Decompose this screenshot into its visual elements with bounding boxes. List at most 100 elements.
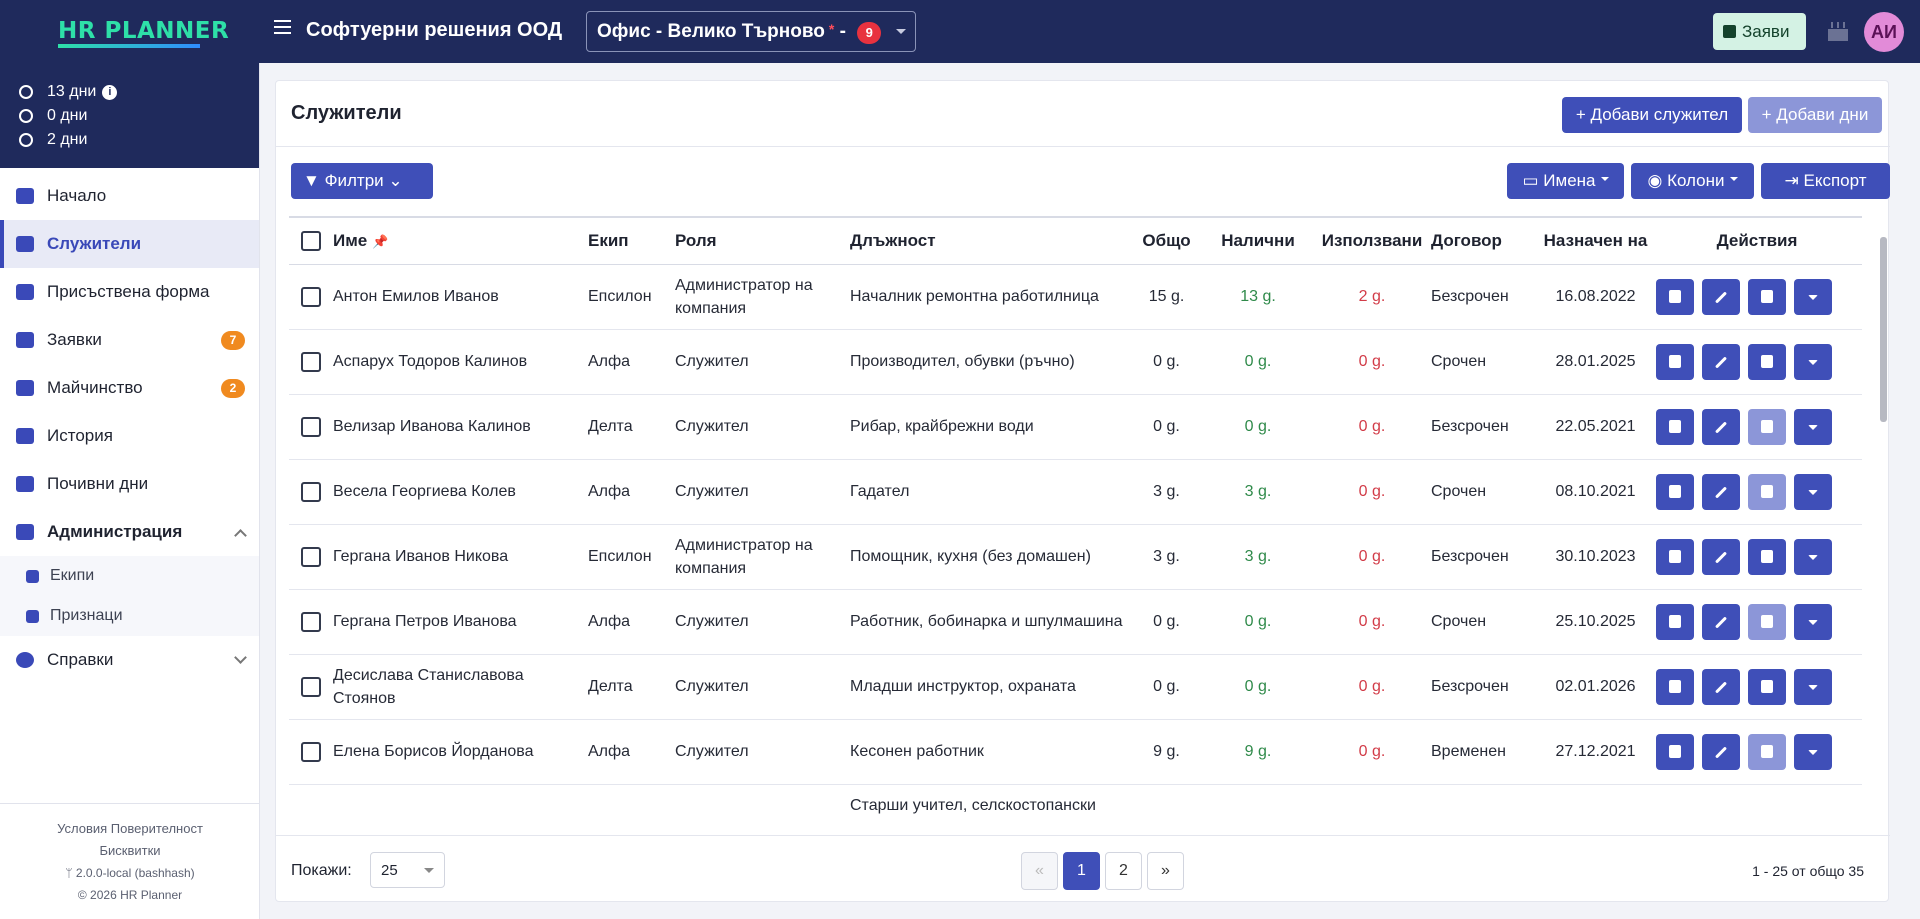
add-employee-button[interactable]: + Добави служител xyxy=(1562,97,1742,133)
document-icon[interactable] xyxy=(1748,668,1786,705)
edit-pencil-icon[interactable] xyxy=(1702,473,1740,510)
row-checkbox[interactable] xyxy=(289,524,333,590)
dropdown-caret-icon[interactable] xyxy=(1794,278,1832,315)
employee-role: Служител xyxy=(675,589,850,655)
row-checkbox[interactable] xyxy=(289,459,333,525)
calendar-icon[interactable] xyxy=(1656,668,1694,705)
row-checkbox[interactable] xyxy=(289,394,333,460)
menu-toggle-icon[interactable] xyxy=(274,20,291,34)
document-icon[interactable] xyxy=(1748,603,1786,640)
user-avatar[interactable]: АИ xyxy=(1864,12,1904,52)
employee-team: Алфа xyxy=(588,719,675,785)
app-logo[interactable]: HR PLANNER xyxy=(58,18,230,44)
table-scrollbar[interactable] xyxy=(1877,221,1887,803)
dropdown-caret-icon[interactable] xyxy=(1794,733,1832,770)
days-available: 0 g. xyxy=(1203,394,1313,460)
employees-card: Служители + Добави служител + Добави дни… xyxy=(275,80,1890,902)
export-button[interactable]: ⇥ Експорт xyxy=(1761,163,1890,199)
calendar-icon[interactable] xyxy=(1656,278,1694,315)
edit-pencil-icon[interactable] xyxy=(1702,603,1740,640)
column-header-role[interactable]: Роля xyxy=(675,218,850,265)
version-label: ᛘ 2.0.0-local (bashhash) xyxy=(0,862,260,884)
chevron-down-icon xyxy=(424,868,434,878)
assigned-date: 22.05.2021 xyxy=(1539,394,1652,460)
edit-pencil-icon[interactable] xyxy=(1702,733,1740,770)
sidebar-item-holidays[interactable]: Почивни дни xyxy=(0,460,259,508)
page-size-select[interactable]: 25 xyxy=(370,852,445,888)
sidebar-item-history[interactable]: История xyxy=(0,412,259,460)
birthday-cake-icon[interactable] xyxy=(1826,17,1850,43)
column-header-available[interactable]: Налични xyxy=(1203,218,1313,265)
edit-pencil-icon[interactable] xyxy=(1702,278,1740,315)
edit-pencil-icon[interactable] xyxy=(1702,408,1740,445)
info-icon[interactable]: i xyxy=(102,84,118,100)
cookies-link[interactable]: Бисквитки xyxy=(99,843,161,858)
edit-pencil-icon[interactable] xyxy=(1702,668,1740,705)
sidebar-item-attendance[interactable]: Присъствена форма xyxy=(0,268,259,316)
scrollbar-thumb[interactable] xyxy=(1880,237,1887,422)
filters-button[interactable]: ▼ Филтри ⌄ xyxy=(291,163,433,199)
page-button-1[interactable]: 1 xyxy=(1063,852,1100,890)
calendar-icon[interactable] xyxy=(1656,473,1694,510)
dropdown-caret-icon[interactable] xyxy=(1794,343,1832,380)
select-all-checkbox[interactable] xyxy=(289,218,333,265)
edit-pencil-icon[interactable] xyxy=(1702,343,1740,380)
sidebar-item-maternity[interactable]: Майчинство 2 xyxy=(0,364,259,412)
office-select[interactable]: Офис - Велико Търново * - 9 xyxy=(586,11,916,52)
sidebar-item-employees[interactable]: Служители xyxy=(0,220,259,268)
calendar-icon[interactable] xyxy=(1656,538,1694,575)
row-checkbox[interactable] xyxy=(289,329,333,395)
sidebar-item-administration[interactable]: Администрация xyxy=(0,508,259,556)
calendar-icon[interactable] xyxy=(1656,603,1694,640)
dropdown-caret-icon[interactable] xyxy=(1794,408,1832,445)
column-header-name[interactable]: Име 📌 xyxy=(333,218,588,265)
dropdown-caret-icon[interactable] xyxy=(1794,603,1832,640)
calendar-icon[interactable] xyxy=(1656,408,1694,445)
column-header-contract[interactable]: Договор xyxy=(1431,218,1539,265)
assigned-date: 02.01.2026 xyxy=(1539,654,1652,720)
calendar-icon[interactable] xyxy=(1656,343,1694,380)
sidebar-item-home[interactable]: Начало xyxy=(0,172,259,220)
row-checkbox[interactable] xyxy=(289,589,333,655)
days-total: 3 g. xyxy=(1130,459,1203,525)
sidebar-item-teams[interactable]: Екипи xyxy=(0,556,259,596)
terms-link[interactable]: Условия xyxy=(57,821,108,836)
employee-team: Епсилон xyxy=(588,264,675,330)
add-days-button[interactable]: + Добави дни xyxy=(1748,97,1882,133)
document-icon[interactable] xyxy=(1748,733,1786,770)
row-checkbox[interactable] xyxy=(289,264,333,330)
edit-pencil-icon[interactable] xyxy=(1702,538,1740,575)
document-icon[interactable] xyxy=(1748,473,1786,510)
document-icon[interactable] xyxy=(1748,343,1786,380)
document-icon[interactable] xyxy=(1748,408,1786,445)
dropdown-caret-icon[interactable] xyxy=(1794,473,1832,510)
calendar-grid-icon xyxy=(16,284,34,300)
maternity-count-badge: 2 xyxy=(221,378,245,398)
column-header-team[interactable]: Екип xyxy=(588,218,675,265)
calendar-icon[interactable] xyxy=(1656,733,1694,770)
columns-dropdown-button[interactable]: ◉ Колони xyxy=(1631,163,1754,199)
next-page-button[interactable]: » xyxy=(1147,852,1184,890)
column-header-assigned[interactable]: Назначен на xyxy=(1539,218,1652,265)
row-checkbox[interactable] xyxy=(289,719,333,785)
privacy-link[interactable]: Поверителност xyxy=(110,821,203,836)
names-dropdown-button[interactable]: ▭ Имена xyxy=(1507,163,1624,199)
document-icon[interactable] xyxy=(1748,538,1786,575)
prev-page-button[interactable]: « xyxy=(1021,852,1058,890)
document-icon[interactable] xyxy=(1748,278,1786,315)
column-header-position[interactable]: Длъжност xyxy=(850,218,1130,265)
pin-icon[interactable]: 📌 xyxy=(371,233,389,249)
dropdown-caret-icon[interactable] xyxy=(1794,668,1832,705)
row-actions xyxy=(1652,784,1862,816)
column-header-total[interactable]: Общо xyxy=(1130,218,1203,265)
row-checkbox[interactable] xyxy=(289,654,333,720)
column-header-used[interactable]: Използвани xyxy=(1313,218,1431,265)
page-button-2[interactable]: 2 xyxy=(1105,852,1142,890)
requests-button[interactable]: Заяви xyxy=(1713,13,1806,50)
sidebar-item-requests[interactable]: Заявки 7 xyxy=(0,316,259,364)
employee-team xyxy=(588,784,675,816)
dropdown-caret-icon[interactable] xyxy=(1794,538,1832,575)
sidebar-item-attributes[interactable]: Признаци xyxy=(0,596,259,636)
sidebar-item-reports[interactable]: Справки xyxy=(0,636,259,684)
row-checkbox[interactable] xyxy=(289,784,333,816)
